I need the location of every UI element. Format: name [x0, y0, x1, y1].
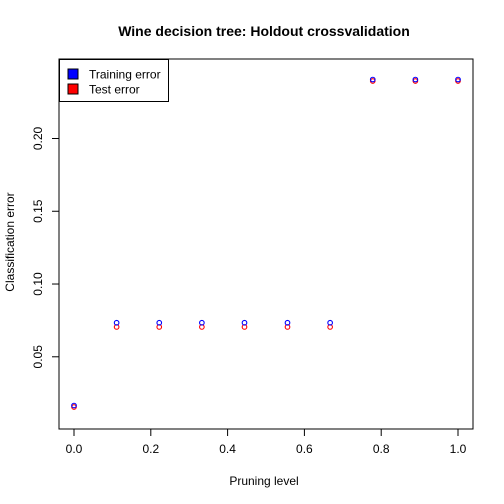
x-tick-label: 0.8 — [373, 442, 390, 456]
y-tick-label: 0.20 — [31, 126, 45, 150]
x-tick-label: 0.4 — [219, 442, 236, 456]
data-point-training-error — [284, 319, 291, 326]
x-tick-label: 0.0 — [66, 442, 83, 456]
data-point-training-error — [199, 319, 205, 326]
x-axis-label: Pruning level — [229, 474, 298, 488]
x-tick-label: 0.2 — [142, 442, 159, 456]
x-tick-label: 1.0 — [450, 442, 467, 456]
data-point-training-error — [412, 76, 419, 83]
x-tick-label: 0.6 — [296, 442, 313, 456]
legend-label: Training error — [89, 68, 161, 82]
y-tick-label: 0.15 — [31, 199, 45, 223]
data-point-training-error — [113, 319, 120, 326]
y-axis-label: Classification error — [3, 192, 17, 291]
x-axis: 0.0 0.2 0.4 0.6 0.8 1.0 — [66, 428, 467, 456]
data-point-training-error — [455, 76, 461, 83]
data-point-training-error — [369, 76, 376, 83]
data-point-training-error — [71, 402, 77, 409]
data-point-training-error — [156, 319, 163, 326]
chart-title: Wine decision tree: Holdout crossvalidat… — [118, 23, 410, 39]
legend-swatch — [67, 68, 79, 80]
y-tick-label: 0.05 — [31, 345, 45, 369]
y-axis: 0.05 0.10 0.15 0.20 — [31, 126, 60, 369]
y-tick-label: 0.10 — [31, 272, 45, 296]
legend-swatch — [67, 83, 79, 95]
legend-label: Test error — [89, 83, 140, 97]
data-points — [71, 76, 461, 410]
data-point-training-error — [327, 319, 333, 326]
data-point-training-error — [241, 319, 248, 326]
